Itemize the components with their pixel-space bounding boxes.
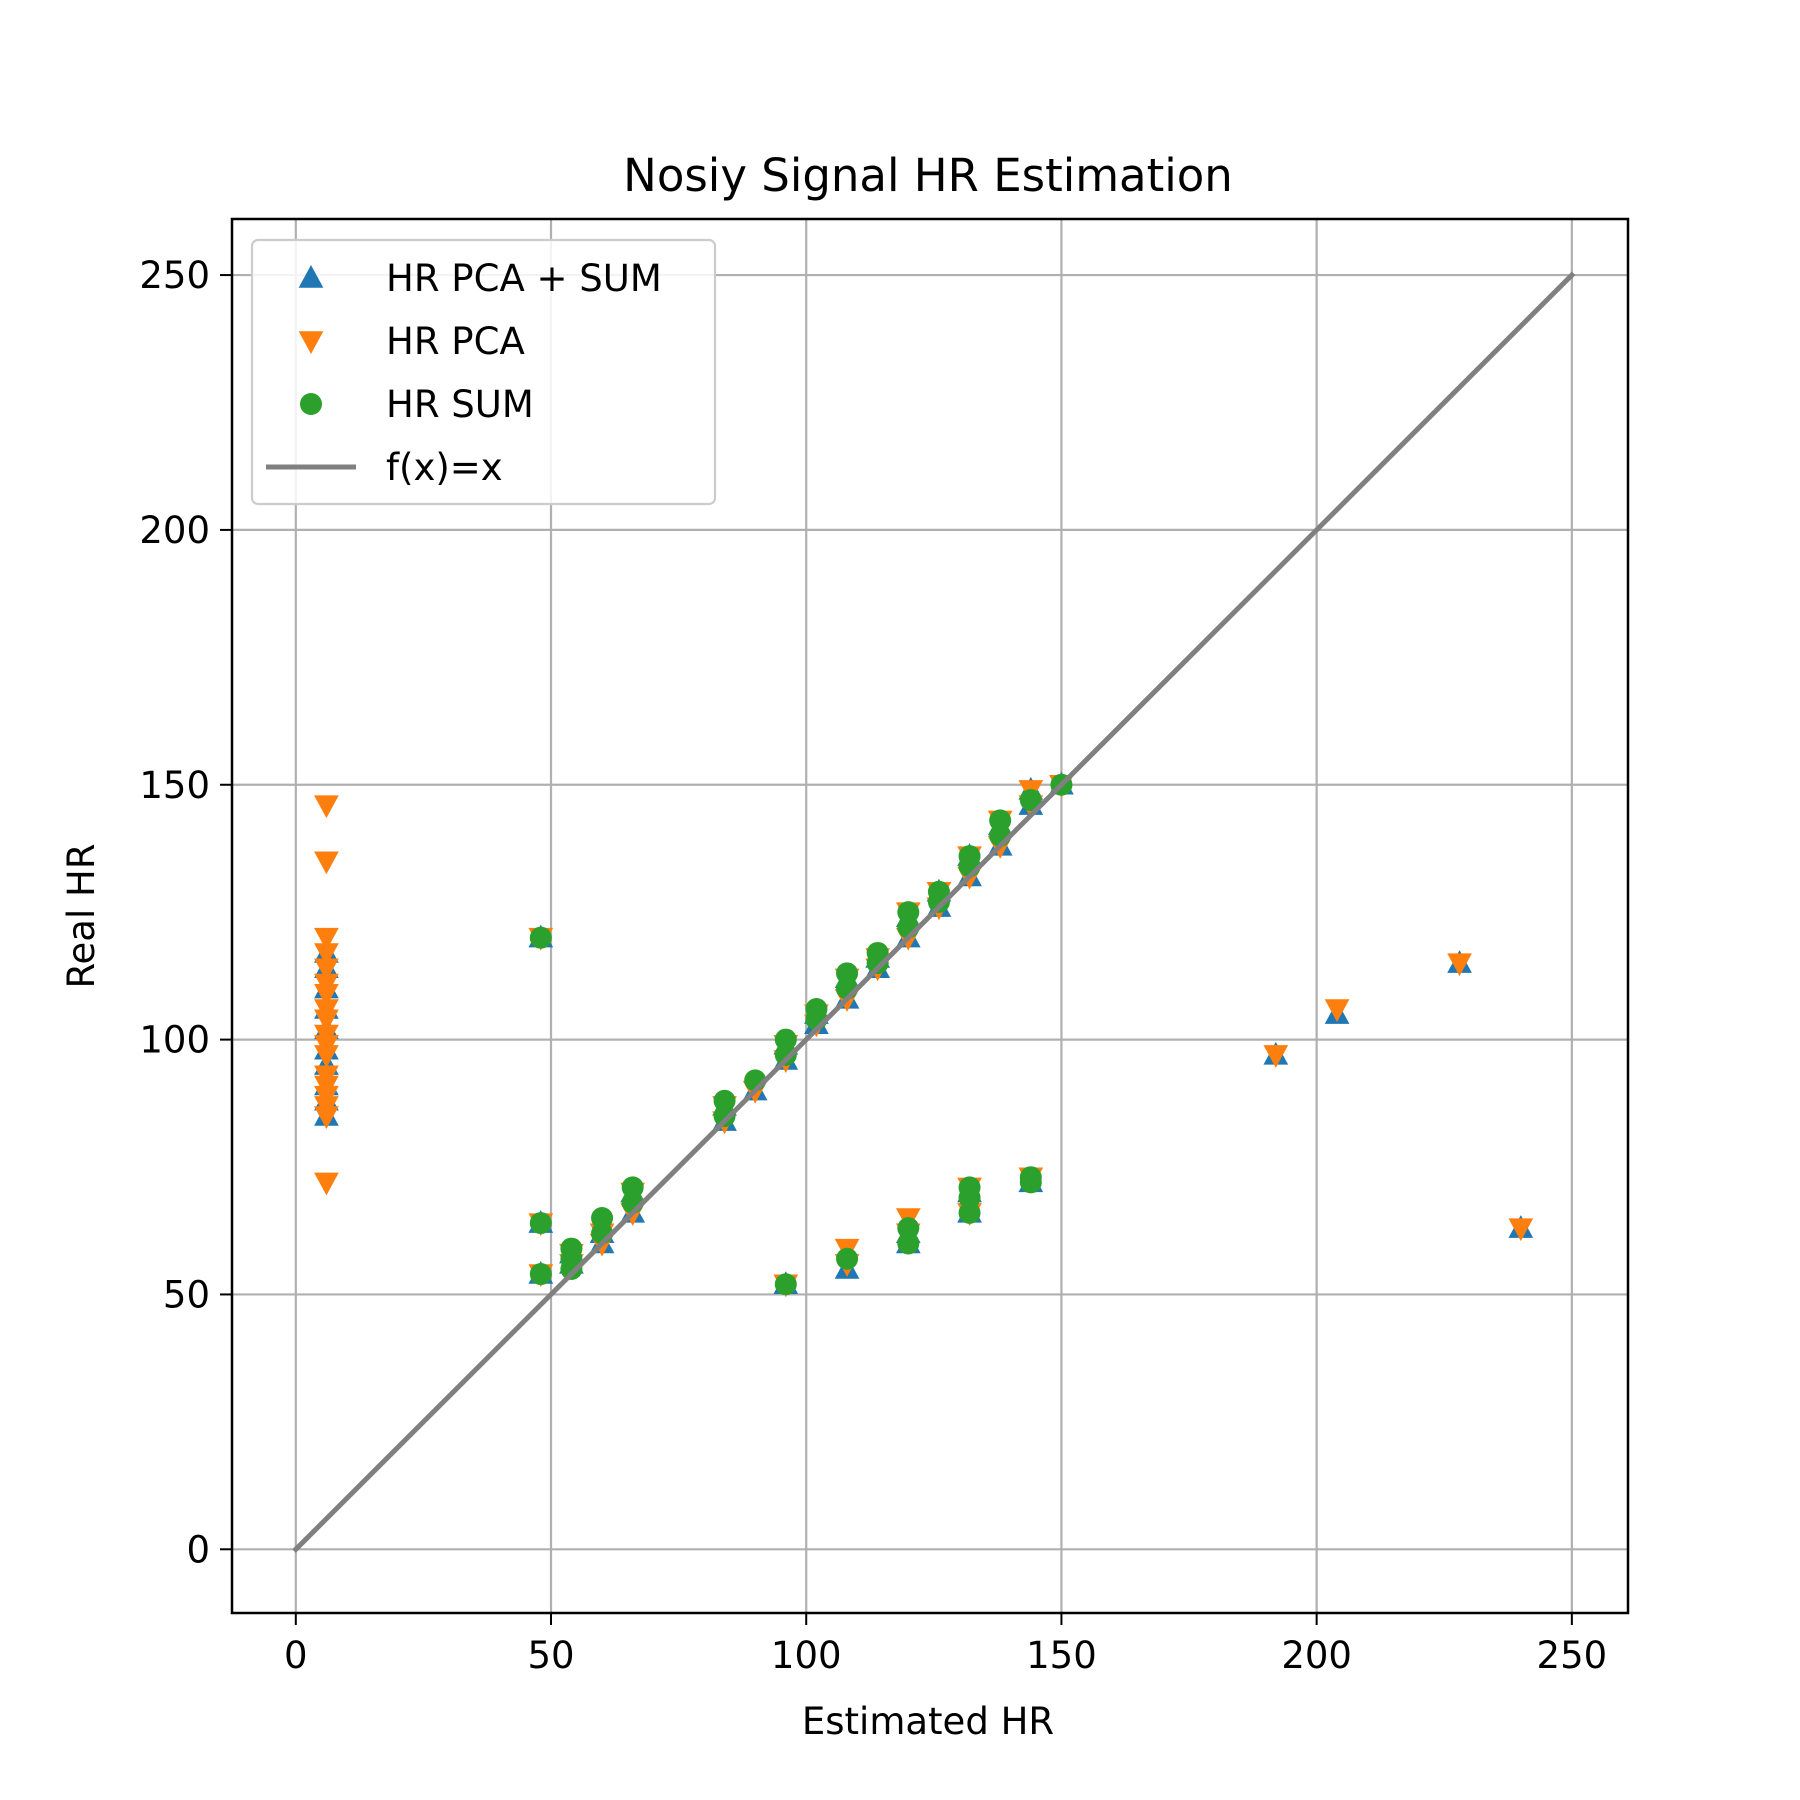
data-point bbox=[529, 926, 552, 949]
data-point bbox=[1019, 1166, 1042, 1189]
x-tick-label: 200 bbox=[1281, 1634, 1352, 1677]
data-point bbox=[1263, 1045, 1289, 1068]
legend-entry-pca-sum: HR PCA + SUM bbox=[298, 257, 662, 300]
data-point bbox=[1324, 999, 1350, 1023]
data-point bbox=[314, 927, 339, 951]
legend-box bbox=[250, 238, 717, 506]
data-point bbox=[314, 1172, 339, 1196]
x-tick-label: 100 bbox=[771, 1634, 842, 1677]
y-tick-label: 50 bbox=[163, 1273, 210, 1316]
data-point bbox=[621, 1176, 644, 1199]
y-tick-label: 0 bbox=[186, 1528, 210, 1571]
grid-lines bbox=[232, 219, 1628, 1613]
data-point bbox=[774, 1043, 797, 1066]
series-sum bbox=[529, 773, 1073, 1296]
legend-swatch bbox=[298, 265, 324, 288]
data-point bbox=[774, 1028, 797, 1051]
legend-label: HR PCA bbox=[386, 320, 525, 363]
data-point bbox=[866, 941, 889, 964]
x-axis-label: Estimated HR bbox=[802, 1700, 1054, 1743]
x-tick-label: 0 bbox=[284, 1634, 308, 1677]
x-tick-label: 250 bbox=[1537, 1634, 1608, 1677]
data-point bbox=[897, 1217, 920, 1240]
data-point bbox=[1019, 789, 1042, 812]
data-point bbox=[713, 1089, 736, 1112]
legend-label: f(x)=x bbox=[386, 446, 503, 489]
data-point bbox=[314, 1024, 339, 1048]
data-point bbox=[314, 999, 339, 1023]
data-point bbox=[774, 1273, 797, 1296]
y-tick-label: 100 bbox=[139, 1019, 210, 1062]
y-axis-label: Real HR bbox=[60, 843, 103, 988]
x-tick-label: 150 bbox=[1026, 1634, 1097, 1677]
data-point bbox=[897, 1232, 920, 1255]
y-tick-label: 200 bbox=[139, 509, 210, 552]
legend-entry-sum: HR SUM bbox=[300, 383, 534, 426]
data-point bbox=[958, 1176, 981, 1199]
data-point bbox=[897, 901, 920, 924]
legend-swatch bbox=[300, 393, 322, 415]
legend-label: HR SUM bbox=[386, 383, 534, 426]
chart-title: Nosiy Signal HR Estimation bbox=[623, 149, 1233, 202]
data-point bbox=[713, 1105, 736, 1128]
data-point bbox=[314, 943, 339, 966]
axis-ticks: 0 50 100 150 200 250 0 50 100 150 200 250 bbox=[139, 254, 1607, 1677]
data-point bbox=[836, 962, 859, 985]
data-point bbox=[591, 1206, 614, 1229]
data-point bbox=[927, 880, 950, 903]
data-point bbox=[314, 958, 339, 982]
y-tick-label: 150 bbox=[139, 764, 210, 807]
x-tick-label: 50 bbox=[527, 1634, 574, 1677]
legend-swatch bbox=[298, 331, 324, 354]
data-point bbox=[314, 795, 339, 819]
data-point bbox=[958, 1201, 981, 1224]
legend-label: HR PCA + SUM bbox=[386, 257, 662, 300]
data-point bbox=[314, 1065, 339, 1089]
data-point bbox=[836, 1247, 859, 1270]
data-point bbox=[529, 1263, 552, 1286]
legend-entry-identity: f(x)=x bbox=[266, 446, 503, 489]
data-point bbox=[958, 845, 981, 868]
data-point bbox=[314, 973, 339, 997]
data-point bbox=[1508, 1218, 1534, 1242]
legend-entry-pca: HR PCA bbox=[298, 320, 525, 363]
y-tick-label: 250 bbox=[139, 254, 210, 297]
identity-line bbox=[292, 271, 1576, 1553]
legend: HR PCA + SUM HR PCA HR SUM f(x)=x bbox=[250, 238, 717, 506]
plot-area bbox=[292, 271, 1576, 1553]
data-point bbox=[1447, 953, 1472, 977]
data-point bbox=[805, 998, 828, 1021]
data-point bbox=[989, 809, 1012, 832]
data-point bbox=[529, 1212, 552, 1235]
data-point bbox=[314, 851, 339, 875]
data-point bbox=[560, 1237, 583, 1260]
plot-frame bbox=[230, 217, 1630, 1615]
series-identity bbox=[292, 271, 1576, 1553]
